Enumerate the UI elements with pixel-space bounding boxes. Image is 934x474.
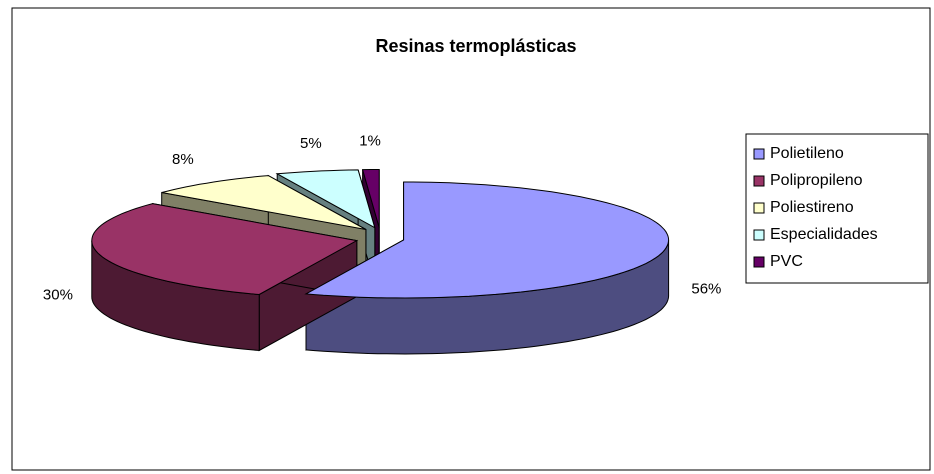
- legend-swatch: [753, 175, 765, 187]
- legend-label: Especialidades: [770, 226, 878, 243]
- legend-swatch: [753, 148, 765, 160]
- legend-label: PVC: [770, 253, 803, 270]
- slice: [304, 181, 670, 299]
- slice: [361, 169, 380, 228]
- legend-swatch: [753, 202, 765, 214]
- data-label: 5%: [300, 135, 322, 152]
- legend-box: [745, 133, 929, 284]
- legend-swatch: [753, 256, 765, 268]
- data-label: 56%: [691, 281, 721, 298]
- chart-title: Resinas termoplásticas: [375, 36, 576, 56]
- data-label: 8%: [172, 151, 194, 168]
- data-label: 30%: [43, 287, 73, 304]
- legend-label: Polipropileno: [770, 172, 863, 189]
- slice: [161, 175, 367, 230]
- legend-label: Polietileno: [770, 145, 844, 162]
- legend-label: Poliestireno: [770, 199, 854, 216]
- legend-swatch: [753, 229, 765, 241]
- data-label: 1%: [359, 133, 381, 150]
- slice: [275, 169, 376, 229]
- slice: [91, 203, 359, 296]
